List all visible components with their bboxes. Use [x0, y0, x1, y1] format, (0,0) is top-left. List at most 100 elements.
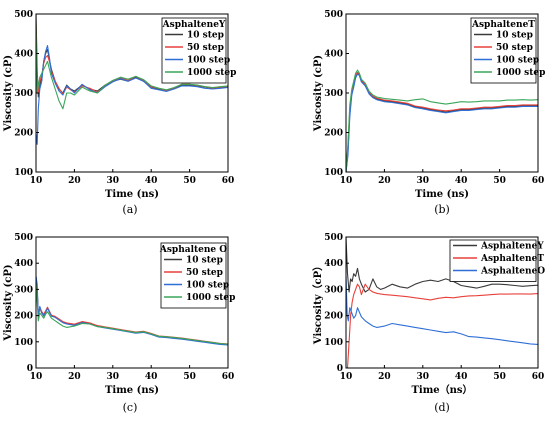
- series-group: [36, 276, 228, 346]
- series-line-1000-step: [36, 281, 228, 345]
- x-tick-label: 60: [532, 176, 545, 186]
- x-tick-label: 30: [107, 372, 120, 382]
- chart-panel: 10 20 30 40 50 60 100 200 300 400 500 Time (ns) Visc…: [3, 10, 236, 216]
- y-tick-label: 400: [14, 50, 33, 60]
- plot-frame: [35, 236, 229, 369]
- x-tick-label: 50: [493, 372, 506, 382]
- legend-label: 50 step: [187, 43, 224, 53]
- x-tick-label: 40: [145, 372, 158, 382]
- x-axis-label: Time (ns): [105, 385, 159, 396]
- series-line-asphalteney: [346, 237, 538, 293]
- legend-label: 10 step: [186, 256, 223, 266]
- series-line-asphaltenet: [346, 283, 538, 368]
- series-line-10-step: [346, 72, 538, 172]
- series-line-50-step: [346, 71, 538, 172]
- chart-panel: 10 20 30 40 50 60 100 200 300 400 500 Time (ns) Visc…: [313, 10, 545, 216]
- y-tick-label: 400: [14, 259, 33, 269]
- x-tick-label: 40: [455, 176, 468, 186]
- y-tick-label: 200: [14, 312, 33, 322]
- series-line-asphalteneo: [346, 276, 538, 345]
- y-tick-label: 100: [14, 338, 33, 348]
- x-axis-label: Time (ns): [415, 189, 469, 200]
- x-tick-label: 50: [493, 176, 506, 186]
- panel-caption: (a): [122, 203, 137, 216]
- x-tick-label: 10: [340, 372, 353, 382]
- legend-title: AsphalteneT: [471, 20, 535, 30]
- chart-panel: 10 20 30 40 50 60 0 100 200 300 400 500 Time (ns) Vis…: [3, 233, 235, 414]
- y-tick-label: 0: [27, 364, 33, 374]
- legend-label: 1000 step: [186, 293, 235, 303]
- legend-label: 100 step: [496, 56, 539, 66]
- x-tick-label: 60: [222, 372, 235, 382]
- series-group: [36, 14, 228, 145]
- y-tick-label: 100: [14, 168, 33, 178]
- y-tick-label: 400: [324, 259, 343, 269]
- x-axis-label: Time (ns): [105, 189, 159, 200]
- legend-label: 50 step: [496, 43, 533, 53]
- legend-label: 50 step: [186, 268, 223, 278]
- y-tick-label: 100: [324, 168, 343, 178]
- y-axis-label: Viscosity (cP): [313, 55, 324, 132]
- y-tick-label: 500: [324, 233, 343, 243]
- y-tick-label: 500: [324, 10, 343, 20]
- x-tick-label: 40: [145, 176, 158, 186]
- series-line-100-step: [36, 45, 228, 145]
- legend: Asphaltene O10 step 50 step 100 step 1000 s…: [159, 242, 235, 309]
- y-tick-label: 500: [14, 233, 33, 243]
- legend-label: AsphalteneT: [480, 254, 544, 264]
- y-tick-label: 200: [324, 129, 343, 139]
- x-tick-label: 20: [378, 176, 391, 186]
- x-tick-label: 10: [30, 372, 43, 382]
- series-line-1000-step: [346, 69, 538, 172]
- x-tick-label: 10: [30, 176, 43, 186]
- x-tick-label: 60: [222, 176, 235, 186]
- legend-label: 100 step: [186, 281, 229, 291]
- y-axis-label: Viscosity（cP）: [311, 261, 324, 345]
- y-tick-label: 200: [14, 129, 33, 139]
- series-group: [346, 69, 538, 172]
- legend-label: 100 step: [187, 56, 230, 66]
- series-line-1000-step: [36, 21, 228, 110]
- x-tick-label: 30: [107, 176, 120, 186]
- y-tick-label: 500: [14, 10, 33, 20]
- y-axis-label: Viscosity (cP): [3, 55, 14, 132]
- y-tick-label: 300: [324, 285, 343, 295]
- x-tick-label: 30: [417, 176, 430, 186]
- x-tick-label: 60: [532, 372, 545, 382]
- x-tick-label: 30: [417, 372, 430, 382]
- series-line-100-step: [346, 73, 538, 172]
- y-tick-label: 200: [324, 312, 343, 322]
- legend-label: 1000 step: [496, 68, 545, 78]
- y-tick-label: 100: [324, 338, 343, 348]
- y-tick-label: 300: [14, 89, 33, 99]
- x-tick-label: 20: [68, 176, 81, 186]
- x-tick-label: 20: [68, 372, 81, 382]
- y-tick-label: 0: [337, 364, 343, 374]
- x-axis-label: Time（ns）: [411, 383, 472, 396]
- panel-caption: (b): [434, 203, 450, 216]
- panel-caption: (c): [123, 401, 138, 414]
- legend: AsphalteneY AsphalteneT AsphalteneO: [449, 239, 545, 282]
- legend-title: AsphalteneY: [162, 20, 226, 30]
- x-tick-label: 40: [455, 372, 468, 382]
- legend-label: AsphalteneY: [480, 242, 544, 252]
- x-tick-label: 50: [183, 176, 196, 186]
- x-tick-label: 20: [378, 372, 391, 382]
- legend-title: Asphaltene O: [159, 245, 227, 255]
- chart-panel: 10 20 30 40 50 60 0 100 200 300 400 500 Time（ns） Visc…: [311, 233, 545, 414]
- y-tick-label: 300: [324, 89, 343, 99]
- legend-label: 10 step: [496, 31, 533, 41]
- panel-caption: (d): [434, 401, 450, 414]
- x-tick-label: 50: [183, 372, 196, 382]
- series-group: [346, 237, 538, 368]
- legend-label: 1000 step: [187, 68, 236, 78]
- legend-label: AsphalteneO: [480, 267, 545, 277]
- y-tick-label: 300: [14, 285, 33, 295]
- legend-label: 10 step: [187, 31, 224, 41]
- x-tick-label: 10: [340, 176, 353, 186]
- plot-frame: [345, 236, 539, 369]
- y-axis-label: Viscosity (cP): [3, 264, 14, 341]
